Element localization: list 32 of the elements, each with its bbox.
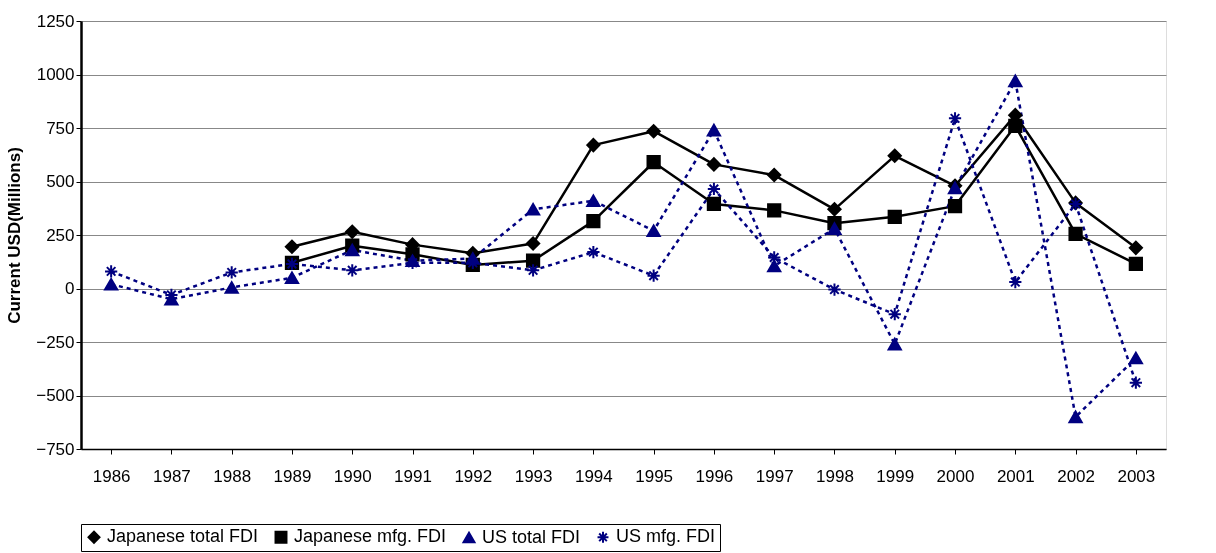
y-tick-label: 0 (65, 279, 75, 298)
x-tick-label: 1986 (92, 466, 131, 486)
x-tick-label: 2000 (936, 466, 975, 486)
x-tick-label: 1995 (635, 466, 674, 486)
legend-label: US mfg. FDI (616, 526, 716, 547)
y-tick-label: 500 (46, 172, 75, 191)
y-tick-label: −750 (36, 439, 75, 459)
x-tick-label: 1993 (514, 466, 553, 486)
x-tick-label: 1987 (153, 466, 191, 486)
y-axis-title: Current USD(Millions) (5, 147, 25, 324)
y-tick-label: 1000 (36, 65, 75, 84)
x-tick-label: 2002 (1057, 466, 1095, 486)
x-tick-label: 1999 (876, 466, 915, 486)
x-tick-label: 1998 (816, 466, 854, 486)
x-tick-label: 1989 (273, 466, 312, 486)
x-tick-label: 1988 (213, 466, 252, 486)
legend-label: Japanese total FDI (107, 526, 259, 547)
x-tick-label: 2001 (996, 466, 1035, 486)
x-tick-label: 1996 (695, 466, 734, 486)
x-tick-label: 1990 (333, 466, 372, 486)
y-tick-label: 1250 (36, 11, 75, 31)
legend-label: Japanese mfg. FDI (294, 526, 447, 547)
x-tick-label: 1991 (394, 466, 432, 486)
x-tick-label: 1994 (574, 466, 613, 486)
x-tick-label: 2003 (1117, 466, 1156, 486)
y-tick-label: −250 (36, 332, 75, 352)
y-tick-label: −500 (36, 386, 75, 405)
y-tick-label: 250 (46, 225, 75, 245)
legend-label: US total FDI (482, 526, 581, 547)
y-tick-label: 750 (46, 118, 75, 138)
x-tick-label: 1997 (755, 466, 794, 486)
x-tick-label: 1992 (454, 466, 493, 486)
